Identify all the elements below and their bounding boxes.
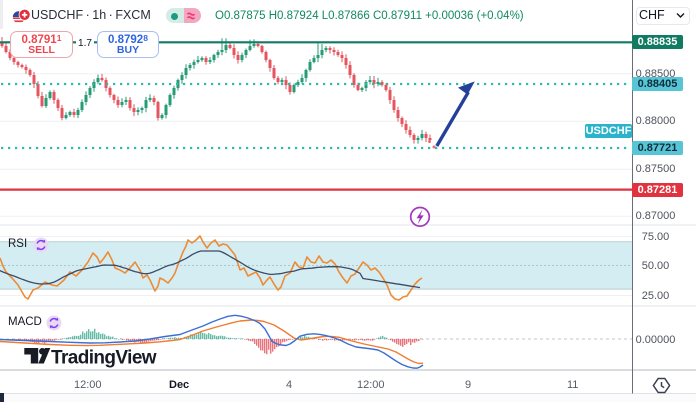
svg-text:TradingView: TradingView — [51, 348, 157, 369]
